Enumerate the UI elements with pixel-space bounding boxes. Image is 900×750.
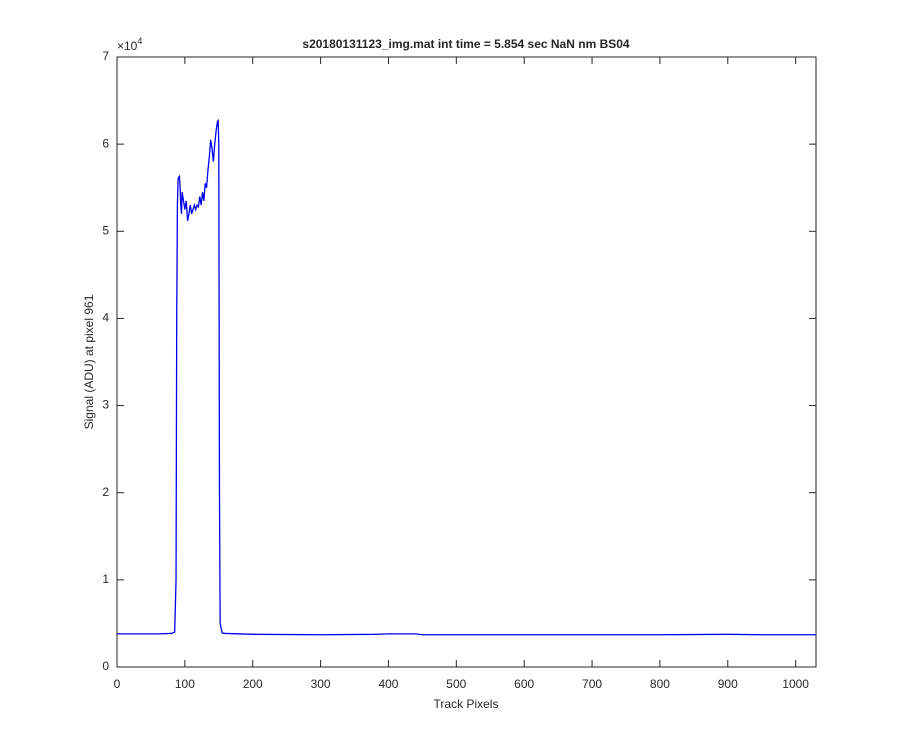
y-exponent: ×104 [117,36,142,53]
x-tick-label: 500 [446,677,466,691]
x-tick-label: 1000 [782,677,809,691]
y-tick-label: 6 [102,136,109,150]
y-tick-label: 1 [102,572,109,586]
data-line [117,118,816,636]
y-tick-label: 5 [102,223,109,237]
chart-title: s20180131123_img.mat int time = 5.854 se… [302,37,630,51]
y-tick-label: 3 [102,398,109,412]
y-tick-label: 4 [102,311,109,325]
y-tick-label: 7 [102,49,109,63]
x-tick-label: 700 [582,677,602,691]
x-tick-label: 100 [175,677,195,691]
x-tick-label: 0 [114,677,121,691]
y-tick-label: 0 [102,659,109,673]
x-tick-label: 300 [311,677,331,691]
x-tick-label: 800 [650,677,670,691]
y-axis-label: Signal (ADU) at pixel 961 [82,294,96,429]
x-tick-label: 900 [718,677,738,691]
exponent-base: ×10 [117,39,138,53]
y-tick-label: 2 [102,485,109,499]
plot-frame [116,56,817,668]
exponent-power: 4 [137,36,142,46]
x-axis-label: Track Pixels [434,697,499,711]
x-tick-label: 600 [514,677,534,691]
x-tick-label: 200 [243,677,263,691]
x-tick-label: 400 [378,677,398,691]
